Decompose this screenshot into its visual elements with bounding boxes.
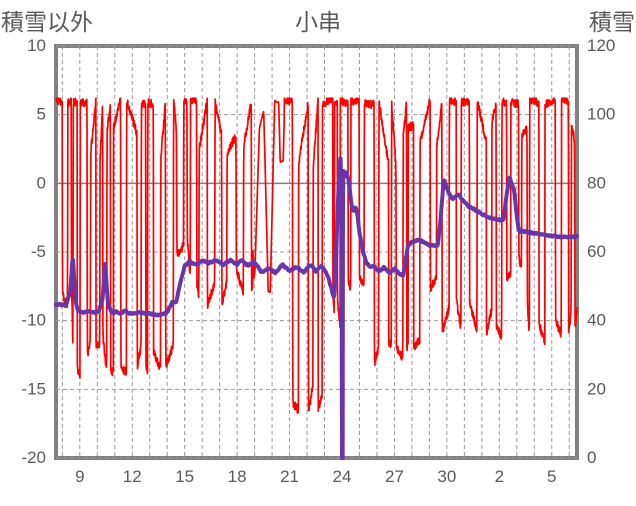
svg-text:5: 5 bbox=[37, 105, 46, 124]
svg-text:2: 2 bbox=[495, 467, 504, 486]
svg-text:15: 15 bbox=[175, 467, 194, 486]
svg-text:18: 18 bbox=[228, 467, 247, 486]
svg-text:5: 5 bbox=[547, 467, 556, 486]
svg-text:24: 24 bbox=[333, 467, 352, 486]
svg-text:21: 21 bbox=[280, 467, 299, 486]
svg-text:12: 12 bbox=[123, 467, 142, 486]
svg-text:80: 80 bbox=[587, 173, 606, 192]
svg-text:30: 30 bbox=[437, 467, 456, 486]
svg-text:100: 100 bbox=[587, 105, 615, 124]
svg-text:60: 60 bbox=[587, 242, 606, 261]
svg-text:10: 10 bbox=[27, 36, 46, 55]
svg-text:20: 20 bbox=[587, 379, 606, 398]
svg-text:-10: -10 bbox=[21, 311, 46, 330]
svg-text:0: 0 bbox=[587, 448, 596, 467]
svg-text:-20: -20 bbox=[21, 448, 46, 467]
svg-text:-15: -15 bbox=[21, 379, 46, 398]
svg-text:9: 9 bbox=[75, 467, 84, 486]
svg-text:40: 40 bbox=[587, 311, 606, 330]
svg-text:120: 120 bbox=[587, 36, 615, 55]
svg-text:27: 27 bbox=[385, 467, 404, 486]
svg-text:0: 0 bbox=[37, 173, 46, 192]
svg-text:-5: -5 bbox=[31, 242, 46, 261]
